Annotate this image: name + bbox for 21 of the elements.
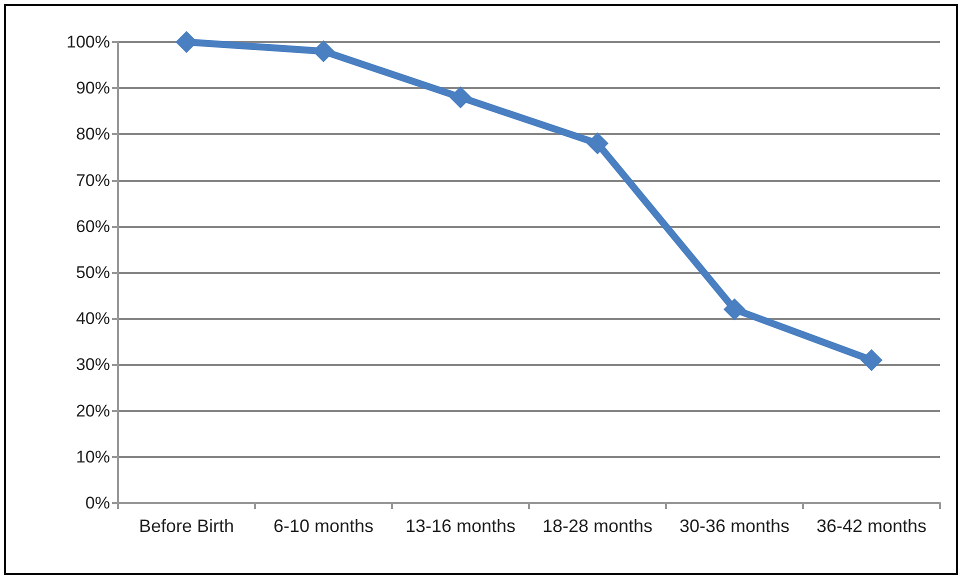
y-tick-label: 70%	[76, 170, 110, 190]
x-tick-label: 36-42 months	[816, 516, 927, 536]
point	[586, 132, 608, 154]
y-tick-label: 80%	[76, 124, 110, 144]
x-tick-label: 18-28 months	[542, 516, 653, 536]
y-tick-label: 20%	[76, 401, 110, 420]
x-tick-label: 6-10 months	[273, 516, 374, 536]
point	[450, 86, 472, 108]
point	[860, 349, 882, 372]
x-tick-label: Before Birth	[138, 516, 234, 536]
y-tick-label: 10%	[76, 447, 110, 466]
point	[724, 298, 746, 320]
x-tick-label: 13-16 months	[405, 516, 516, 536]
y-tick-label: 60%	[76, 216, 110, 236]
y-tick-label: 50%	[76, 263, 110, 282]
y-tick-label: 30%	[76, 355, 110, 374]
y-tick-label: 40%	[76, 309, 110, 328]
y-tick-label: 90%	[76, 78, 110, 98]
y-tick-label: 100%	[66, 32, 110, 52]
y-tick-label: 0%	[85, 494, 110, 512]
x-tick-label: 30-36 months	[679, 516, 790, 536]
